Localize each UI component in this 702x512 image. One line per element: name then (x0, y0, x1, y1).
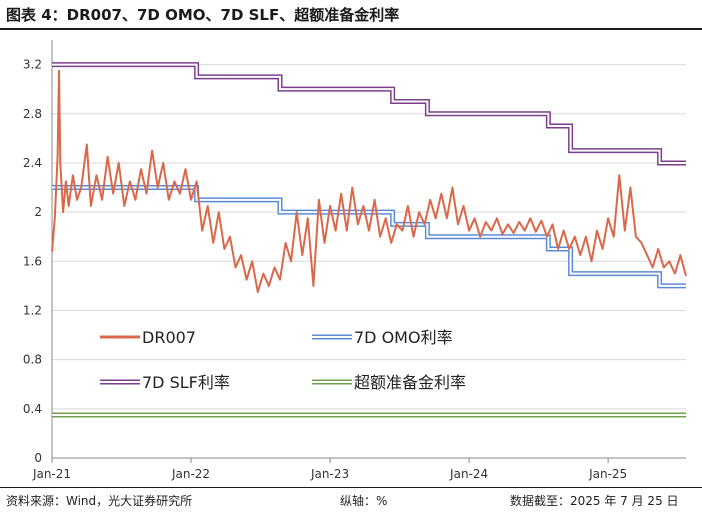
y-tick-label: 0.4 (23, 402, 42, 416)
x-tick-label: Jan-25 (588, 467, 627, 481)
y-tick-label: 1.6 (23, 254, 42, 268)
legend-item: 7D OMO利率 (312, 328, 453, 347)
date-note: 数据截至：2025 年 7 月 25 日 (510, 494, 679, 508)
y-tick-label: 0.8 (23, 353, 42, 367)
series-line-inner (52, 186, 686, 287)
y-tick-label: 2 (34, 205, 42, 219)
y-tick-label: 3.2 (23, 58, 42, 72)
legend-label: 7D OMO利率 (354, 328, 453, 347)
series-7D SLF利率 (52, 62, 686, 166)
x-tick-label: Jan-22 (171, 467, 210, 481)
y-tick-label: 2.4 (23, 156, 42, 170)
legend-label: 超额准备金利率 (354, 373, 466, 392)
chart-title: 图表 4：DR007、7D OMO、7D SLF、超额准备金利率 (6, 6, 400, 24)
series-7D OMO利率 (52, 185, 686, 289)
legend-item: 7D SLF利率 (100, 373, 230, 392)
x-tick-label: Jan-23 (310, 467, 349, 481)
series-line-outer (52, 185, 686, 289)
legend-item: 超额准备金利率 (312, 373, 466, 392)
chart-svg: 0 0.4 0.8 1.2 1.6 2 2.4 2.8 3.2 Jan-21 Jan-22 Jan-… (23, 40, 687, 481)
x-tick-label: Jan-21 (32, 467, 71, 481)
legend-item: DR007 (100, 328, 196, 347)
y-tick-label: 0 (34, 451, 42, 465)
x-tick-label: Jan-24 (449, 467, 488, 481)
legend-label: 7D SLF利率 (142, 373, 230, 392)
source-note: 资料来源：Wind，光大证券研究所 (6, 494, 193, 508)
title-rule (0, 28, 702, 30)
series-line-inner (52, 63, 686, 164)
footer-rule (0, 487, 702, 488)
unit-note: 纵轴：% (340, 494, 388, 508)
series-line-dr007 (51, 69, 687, 293)
legend-label: DR007 (142, 328, 196, 347)
y-tick-label: 1.2 (23, 303, 42, 317)
y-tick-label: 2.8 (23, 107, 42, 121)
